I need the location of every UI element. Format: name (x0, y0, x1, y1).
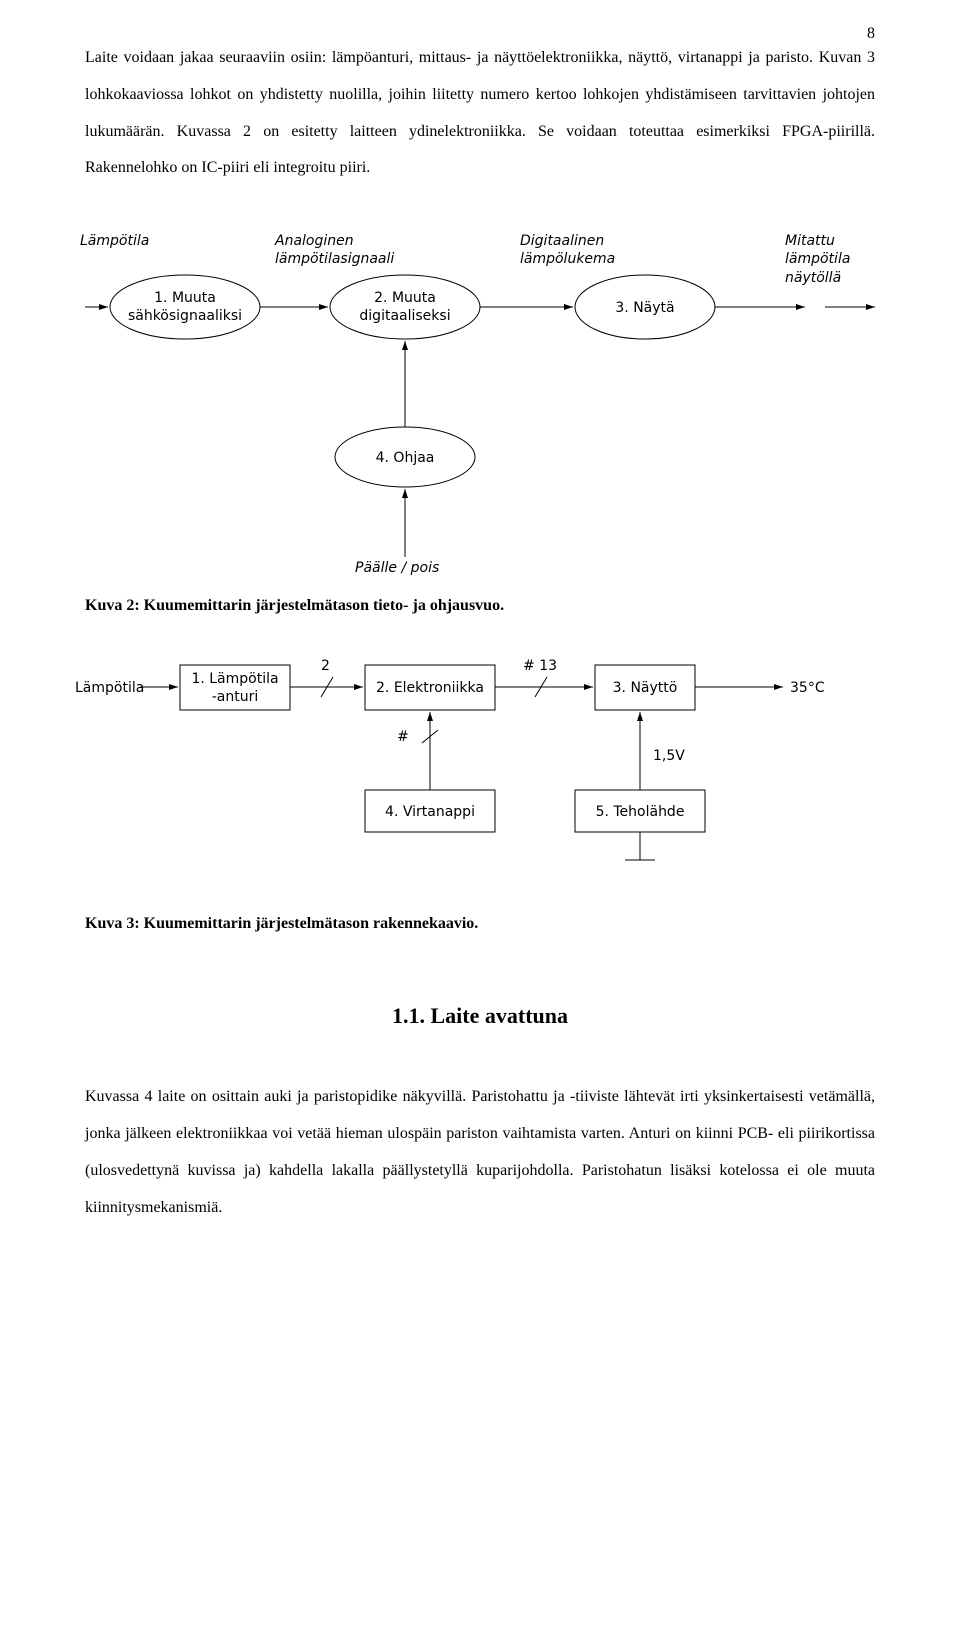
fig2-box-3: 3. Näyttö (600, 679, 690, 697)
paragraph-1: Laite voidaan jakaa seuraaviin osiin: lä… (85, 40, 875, 187)
fig1-node-1: 1. Muutasähkösignaaliksi (125, 289, 245, 325)
fig2-box-4: 4. Virtanappi (370, 803, 490, 821)
fig1-label-mitattu: Mitattulämpötilanäytöllä (785, 232, 850, 287)
fig2-box-2: 2. Elektroniikka (370, 679, 490, 697)
fig2-label-hash13: # 13 (523, 657, 557, 675)
fig2-box-1: 1. Lämpötila-anturi (185, 670, 285, 706)
caption-2: Kuva 3: Kuumemittarin järjestelmätason r… (85, 915, 875, 933)
fig2-label-out: 35°C (790, 679, 825, 697)
figure-1: Lämpötila Analoginenlämpötilasignaali Di… (85, 217, 875, 577)
fig1-node-4: 4. Ohjaa (365, 449, 445, 467)
paragraph-2: Kuvassa 4 laite on osittain auki ja pari… (85, 1079, 875, 1226)
fig2-box-5: 5. Teholähde (580, 803, 700, 821)
fig2-label-2: 2 (321, 657, 330, 675)
page-container: 8 Laite voidaan jakaa seuraaviin osiin: … (0, 0, 960, 1316)
fig1-label-digitaalinen: Digitaalinenlämpölukema (520, 232, 615, 268)
fig1-node-2: 2. Muutadigitaaliseksi (350, 289, 460, 325)
fig1-label-onoff: Päälle / pois (355, 559, 439, 577)
fig1-label-analoginen: Analoginenlämpötilasignaali (275, 232, 394, 268)
fig2-label-hash: # (397, 728, 409, 746)
page-number: 8 (867, 25, 875, 43)
fig1-label-lampotila: Lämpötila (80, 232, 149, 250)
fig2-label-in: Lämpötila (75, 679, 144, 697)
fig2-label-volt: 1,5V (653, 747, 685, 765)
figure-1-svg (85, 217, 875, 577)
heading-1-1: 1.1. Laite avattuna (85, 1003, 875, 1029)
caption-1: Kuva 2: Kuumemittarin järjestelmätason t… (85, 597, 875, 615)
figure-2: Lämpötila 2 # 13 # 1,5V 35°C 1. Lämpötil… (85, 655, 875, 895)
fig1-node-3: 3. Näytä (605, 299, 685, 317)
